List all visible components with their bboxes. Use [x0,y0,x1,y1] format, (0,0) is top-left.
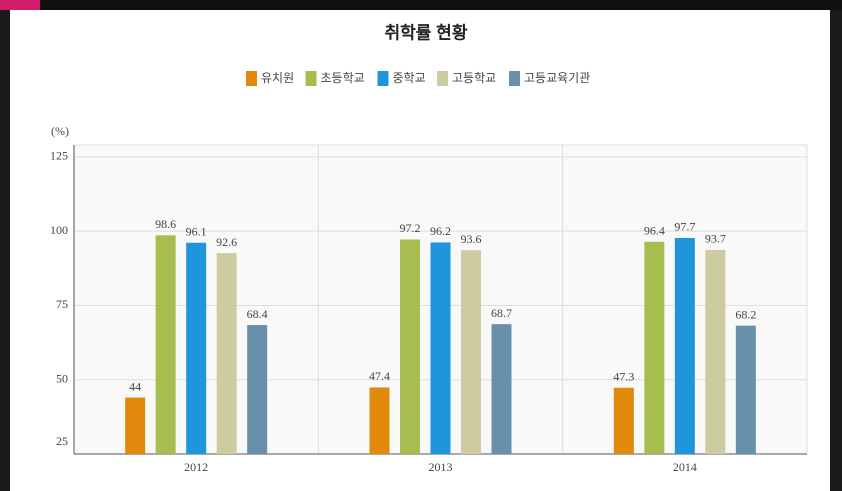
value-label: 68.7 [491,306,512,320]
value-label: 47.4 [369,369,390,383]
legend-label: 고등학교 [452,71,496,85]
bar [217,253,237,454]
bar [675,238,695,454]
value-label: 97.2 [400,221,421,235]
page: {"chart_data": {"type": "bar", "title": … [0,0,842,491]
bar [614,388,634,454]
value-label: 97.7 [674,220,695,234]
legend-label: 유치원 [261,71,294,85]
legend-swatch [437,71,448,86]
bar [400,239,420,454]
value-label: 47.3 [613,369,634,383]
legend-swatch [509,71,520,86]
value-label: 96.4 [644,224,665,238]
top-accent [0,0,40,10]
legend-swatch [378,71,389,86]
bar [644,242,664,454]
legend-label: 초등학교 [321,71,365,85]
legend-swatch [246,71,257,86]
y-tick-label: 100 [50,223,68,237]
chart: 취학률 현황 (%) 25 50 75 100 125 유치원 초등학교 중학교 고등학교 고등교… [0,0,842,491]
value-label: 93.7 [705,232,726,246]
value-label: 98.6 [155,217,176,231]
bar [247,325,267,454]
y-tick-label: 50 [56,371,68,385]
bar [370,387,390,454]
bar [156,235,176,454]
value-label: 96.2 [430,224,451,238]
x-tick-label: 2012 [184,460,208,474]
value-label: 68.4 [247,307,268,321]
chart-title: 취학률 현황 [385,22,468,42]
y-tick-label: 125 [50,149,68,163]
x-tick-label: 2014 [673,460,697,474]
x-tick-label: 2013 [429,460,453,474]
value-label: 92.6 [216,235,237,249]
y-tick-label: 75 [56,297,68,311]
value-label: 93.6 [461,232,482,246]
bar [705,250,725,454]
bar [461,250,481,454]
legend-swatch [306,71,317,86]
bar [431,242,451,454]
top-strip [0,0,842,10]
bar [125,398,145,454]
y-axis-label: (%) [51,124,69,138]
bar [736,326,756,454]
legend-label: 중학교 [393,71,426,85]
bar [492,324,512,454]
bar [186,243,206,454]
value-label: 96.1 [186,225,207,239]
value-label: 68.2 [735,307,756,321]
y-tick-label: 25 [56,434,68,448]
value-label: 44 [129,379,141,393]
legend-label: 고등교육기관 [524,71,590,85]
